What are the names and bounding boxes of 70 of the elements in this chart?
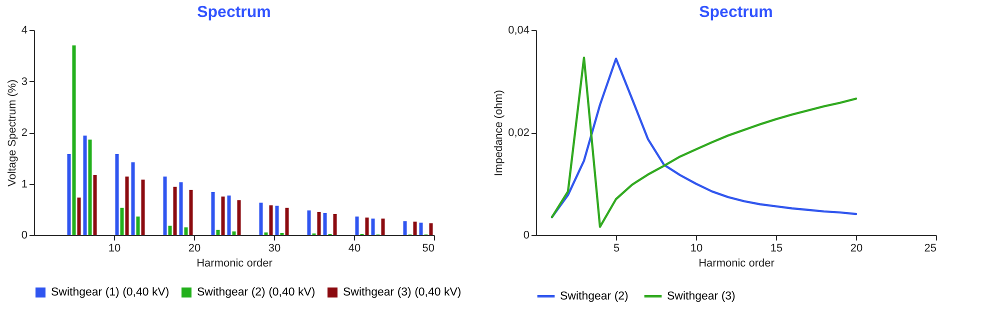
bar bbox=[88, 140, 92, 235]
bar bbox=[115, 154, 119, 235]
y-axis-title: Voltage Spectrum (%) bbox=[6, 80, 18, 186]
bar bbox=[141, 180, 145, 235]
x-tick-label: 5 bbox=[613, 242, 620, 254]
legend-label: Swithgear (2) bbox=[560, 290, 629, 302]
bar bbox=[77, 198, 81, 235]
bar bbox=[323, 212, 327, 235]
y-tick-label: 0 bbox=[21, 230, 28, 242]
bar bbox=[93, 175, 97, 235]
bar bbox=[211, 192, 215, 235]
x-tick-label: 25 bbox=[924, 242, 936, 254]
bar bbox=[403, 221, 407, 235]
chart-title: Spectrum bbox=[197, 4, 271, 21]
x-tick-label: 15 bbox=[770, 242, 783, 254]
bar bbox=[355, 216, 359, 235]
y-tick-label: 0,04 bbox=[508, 24, 530, 36]
legend-label: Swithgear (2) (0,40 kV) bbox=[197, 286, 316, 298]
bar bbox=[275, 206, 279, 235]
bar bbox=[136, 216, 140, 235]
bar bbox=[67, 154, 71, 235]
bar bbox=[173, 186, 177, 235]
bar bbox=[232, 231, 236, 235]
y-tick-label: 3 bbox=[21, 76, 28, 88]
bar bbox=[72, 45, 76, 235]
bar bbox=[163, 176, 167, 235]
bar bbox=[237, 200, 241, 235]
y-tick-label: 0,02 bbox=[508, 127, 530, 139]
legend-label: Swithgear (1) (0,40 kV) bbox=[51, 286, 170, 298]
x-axis-title: Harmonic order bbox=[196, 258, 273, 270]
bar bbox=[227, 196, 231, 235]
x-tick-label: 20 bbox=[188, 242, 201, 254]
y-tick-label: 1 bbox=[21, 178, 28, 190]
legend-label: Swithgear (3) bbox=[667, 290, 736, 302]
bar bbox=[413, 222, 417, 235]
x-tick-label: 30 bbox=[268, 242, 281, 254]
bar bbox=[429, 223, 433, 235]
bar bbox=[365, 218, 369, 235]
bar bbox=[269, 205, 273, 235]
bar bbox=[189, 190, 193, 235]
bar bbox=[125, 176, 129, 235]
bar bbox=[179, 182, 183, 235]
bar bbox=[307, 210, 311, 235]
bar bbox=[371, 218, 375, 235]
x-tick-label: 10 bbox=[690, 242, 703, 254]
chart-title: Spectrum bbox=[699, 4, 773, 21]
bar bbox=[83, 136, 87, 235]
x-axis-title: Harmonic order bbox=[698, 258, 775, 270]
bar bbox=[333, 214, 337, 235]
bar bbox=[317, 212, 321, 235]
bar bbox=[221, 196, 225, 235]
bar bbox=[184, 227, 188, 235]
y-tick-label: 2 bbox=[21, 127, 28, 139]
bar bbox=[168, 226, 172, 235]
x-tick-label: 50 bbox=[422, 242, 434, 254]
bar bbox=[264, 232, 268, 235]
bar bbox=[216, 230, 220, 235]
y-axis-title: Impedance (ohm) bbox=[493, 90, 506, 176]
x-tick-label: 20 bbox=[850, 242, 863, 254]
bar bbox=[419, 222, 423, 235]
y-tick-label: 0 bbox=[523, 230, 530, 242]
bar bbox=[381, 218, 385, 235]
bar bbox=[131, 162, 135, 235]
x-tick-label: 10 bbox=[108, 242, 121, 254]
bar bbox=[120, 208, 124, 235]
bar bbox=[259, 202, 263, 235]
bar bbox=[285, 208, 289, 235]
y-tick-label: 4 bbox=[21, 24, 28, 36]
x-tick-label: 40 bbox=[348, 242, 361, 254]
legend-label: Swithgear (3) (0,40 kV) bbox=[343, 286, 462, 298]
